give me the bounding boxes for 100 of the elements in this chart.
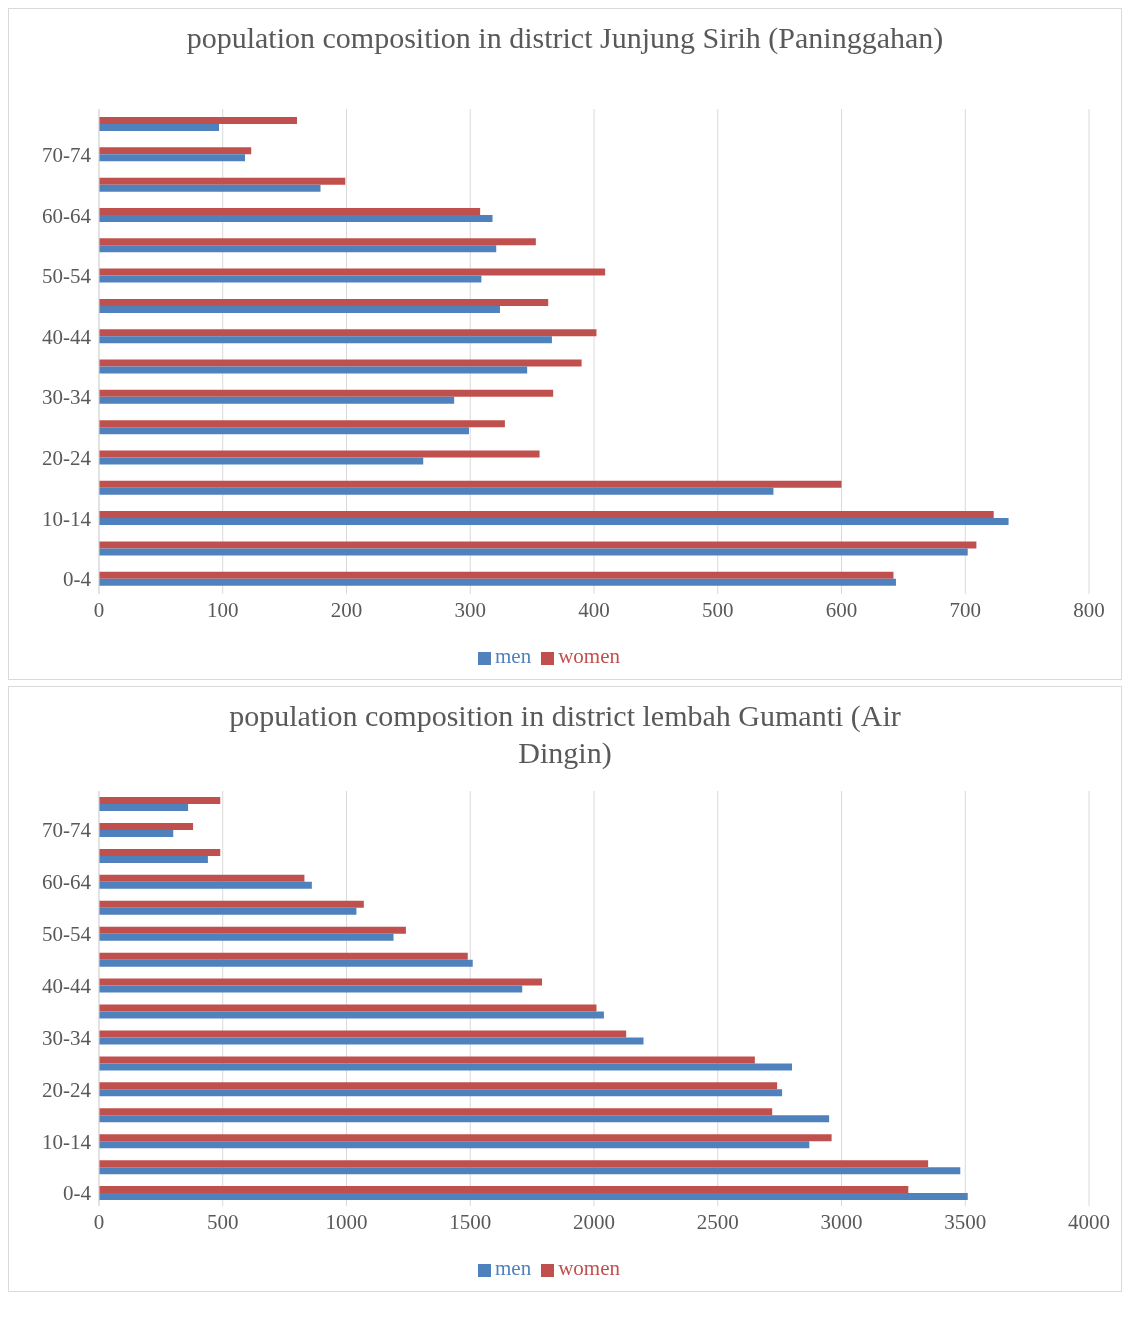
y-tick-label: 70-74: [42, 818, 92, 843]
bar: [99, 124, 220, 131]
x-tick-label: 2500: [696, 1209, 739, 1234]
y-tick-label: 70-74: [42, 142, 92, 167]
x-tick-label: 800: [1073, 597, 1105, 622]
bar: [99, 480, 842, 488]
x-tick-label: 3000: [820, 1209, 863, 1234]
bar: [99, 154, 246, 162]
legend-label: men: [495, 1256, 532, 1280]
bar: [99, 541, 977, 549]
x-tick-label: 1500: [449, 1209, 492, 1234]
bar: [99, 450, 540, 458]
bar: [99, 952, 468, 960]
bar: [99, 336, 552, 344]
bar: [99, 245, 497, 253]
bar: [99, 804, 189, 811]
y-tick-label: 50-54: [42, 922, 92, 947]
bar: [99, 1167, 961, 1175]
bar: [99, 268, 606, 276]
bar: [99, 848, 221, 856]
bar: [99, 1193, 968, 1201]
x-tick-label: 400: [578, 597, 610, 622]
bar: [99, 855, 208, 863]
x-tick-label: 500: [702, 597, 734, 622]
bar: [99, 1115, 830, 1123]
y-tick-label: 40-44: [42, 324, 92, 349]
y-tick-label: 10-14: [42, 506, 92, 531]
bar: [99, 1089, 783, 1097]
bar: [99, 571, 894, 579]
y-tick-label: 0-4: [63, 1181, 92, 1206]
bar: [99, 797, 221, 804]
bar: [99, 578, 896, 586]
bar: [99, 1030, 627, 1038]
chart-title: population composition in district lembah Gumanti (Air Dingin): [228, 698, 902, 771]
x-tick-label: 100: [207, 597, 239, 622]
bar: [99, 518, 1009, 526]
legend-label: women: [558, 1256, 620, 1280]
bar: [99, 238, 536, 246]
bar: [99, 177, 346, 185]
bar: [99, 1056, 755, 1064]
bar: [99, 389, 554, 397]
y-tick-label: 30-34: [42, 1025, 92, 1050]
x-tick-label: 200: [330, 597, 363, 622]
bar: [99, 147, 252, 155]
y-tick-label: 0-4: [63, 567, 92, 592]
y-tick-label: 40-44: [42, 973, 92, 998]
bar: [99, 207, 481, 215]
bar: [99, 881, 312, 889]
x-tick-label: 0: [93, 1209, 105, 1234]
x-tick-label: 4000: [1068, 1209, 1110, 1234]
bar: [99, 359, 582, 367]
legend-label: women: [558, 644, 620, 668]
bar: [99, 366, 528, 374]
bar: [99, 1082, 778, 1090]
bar: [99, 329, 597, 337]
bar: [99, 978, 543, 986]
bar: [99, 959, 473, 967]
bar: [99, 1011, 604, 1019]
bar: [99, 487, 774, 495]
bar: [99, 874, 305, 882]
bar: [99, 1108, 773, 1116]
bar: [99, 1134, 832, 1142]
bar: [99, 298, 549, 306]
bar: [99, 1004, 597, 1012]
bar: [99, 933, 394, 941]
chart-title: population composition in district Junjung Sirih (Paninggahan): [185, 20, 945, 56]
y-tick-label: 10-14: [42, 1129, 92, 1154]
bar: [99, 926, 406, 934]
bar: [99, 511, 994, 519]
legend-label: men: [495, 644, 532, 668]
bar: [99, 420, 505, 428]
y-tick-label: 20-24: [42, 1077, 92, 1102]
bar: [99, 1063, 792, 1071]
x-tick-label: 2000: [573, 1209, 615, 1234]
bar: [99, 117, 297, 124]
y-tick-label: 20-24: [42, 446, 92, 471]
x-tick-label: 300: [454, 597, 486, 622]
bar: [99, 985, 523, 993]
bar: [99, 396, 455, 404]
bar: [99, 214, 493, 222]
bar: [99, 900, 364, 908]
y-tick-label: 60-64: [42, 870, 92, 895]
x-tick-label: 700: [949, 597, 981, 622]
y-tick-label: 60-64: [42, 203, 92, 228]
y-tick-label: 30-34: [42, 385, 92, 410]
bar: [99, 1037, 644, 1045]
bar: [99, 548, 968, 556]
bar: [99, 427, 470, 435]
bar: [99, 275, 482, 283]
x-tick-label: 3500: [944, 1209, 987, 1234]
x-tick-label: 600: [825, 597, 858, 622]
bar: [99, 829, 174, 837]
bar: [99, 1160, 929, 1168]
bar: [99, 305, 500, 313]
bar: [99, 822, 194, 830]
bar: [99, 184, 321, 192]
bar: [99, 1141, 810, 1149]
bar: [99, 907, 357, 915]
x-tick-label: 1000: [325, 1209, 368, 1234]
x-tick-label: 500: [207, 1209, 239, 1234]
